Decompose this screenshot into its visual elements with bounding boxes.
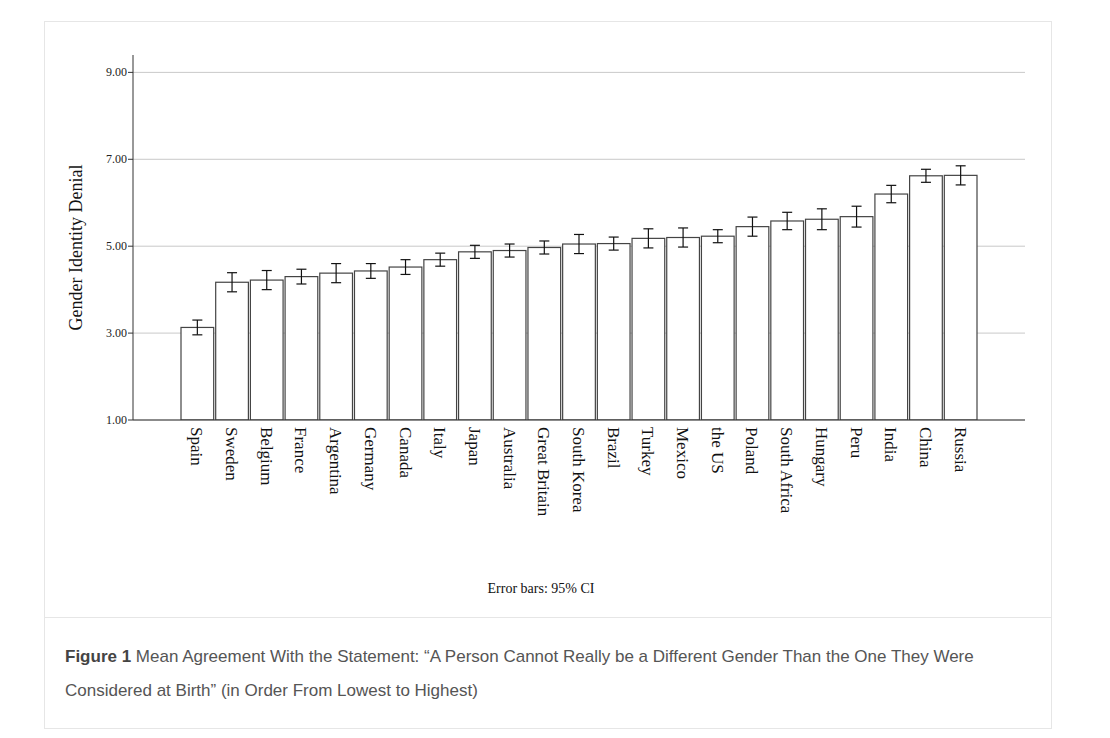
error-bar <box>886 185 896 202</box>
bar <box>250 280 283 420</box>
category-label: Great Britain <box>534 427 553 517</box>
error-bar <box>713 230 723 243</box>
error-bar <box>643 229 653 248</box>
tick-mark <box>128 420 133 421</box>
y-axis <box>133 55 134 420</box>
bar <box>806 219 839 420</box>
bar <box>285 277 318 420</box>
bar <box>840 217 873 420</box>
grid-line <box>133 72 1025 73</box>
category-label: India <box>881 427 900 462</box>
category-label: Japan <box>465 427 484 466</box>
category-label: Argentina <box>326 427 345 495</box>
error-bar <box>470 245 480 258</box>
category-label: the US <box>708 427 727 474</box>
error-bar <box>539 241 549 254</box>
category-label: Australia <box>500 427 519 490</box>
bar <box>910 176 943 420</box>
error-bar <box>366 264 376 279</box>
bar <box>736 227 769 420</box>
grid-line <box>133 159 1025 160</box>
error-bar <box>227 273 237 292</box>
grid-line <box>133 420 1025 421</box>
error-bar <box>817 209 827 230</box>
error-bar <box>296 269 306 284</box>
tick-label: 3.00 <box>106 326 127 340</box>
bars <box>181 166 977 420</box>
category-label: Russia <box>951 427 970 473</box>
tick-label: 1.00 <box>106 413 127 427</box>
bar <box>875 194 908 420</box>
error-bar <box>401 260 411 275</box>
category-label: Hungary <box>812 427 831 487</box>
bar <box>944 175 977 420</box>
category-label: Belgium <box>257 427 276 486</box>
error-bar <box>435 253 445 266</box>
tick-label: 9.00 <box>106 65 127 79</box>
bar <box>354 271 387 420</box>
error-bar <box>505 244 515 257</box>
category-label: Canada <box>396 427 415 478</box>
y-axis-label: Gender Identity Denial <box>66 165 86 331</box>
x-axis <box>133 420 1025 421</box>
category-label: Peru <box>847 427 866 459</box>
bar <box>632 238 665 420</box>
bar <box>216 282 249 420</box>
category-label: South Korea <box>569 427 588 513</box>
bar <box>493 251 526 420</box>
category-label: Sweden <box>222 427 241 481</box>
error-bar <box>192 320 202 335</box>
error-bar <box>921 169 931 182</box>
category-label: Poland <box>742 427 761 475</box>
tick-mark <box>128 333 133 334</box>
error-bar <box>852 206 862 227</box>
category-label: Germany <box>361 427 380 491</box>
bar <box>389 267 422 420</box>
bar <box>528 247 561 420</box>
title: Mean Agreement With the Statement: “A Pe… <box>65 647 974 700</box>
chart: 1.00 3.00 5.00 7.00 9.00 Spain Sweden Belgium Fr… <box>0 0 1110 610</box>
bar <box>424 260 457 420</box>
error-bar <box>678 228 688 247</box>
bar <box>667 238 700 421</box>
error-bar <box>747 217 757 236</box>
bar <box>771 221 804 420</box>
caption: Figure 1 Mean Agreement With the Stateme… <box>65 640 1045 708</box>
bar <box>459 252 492 420</box>
error-bar <box>609 237 619 250</box>
tick-label: 7.00 <box>106 152 127 166</box>
error-bar <box>262 271 272 290</box>
annotation: Error bars: 95% CI <box>488 581 595 596</box>
category-label: Mexico <box>673 427 692 479</box>
divider <box>44 617 1052 618</box>
category-label: South Africa <box>777 427 796 514</box>
tick-mark <box>128 72 133 73</box>
bar <box>563 244 596 420</box>
category-label: Spain <box>187 427 206 466</box>
error-bar <box>574 234 584 253</box>
tick-mark <box>128 246 133 247</box>
error-bar <box>782 212 792 229</box>
tick-label: 5.00 <box>106 239 127 253</box>
category-label: Brazil <box>604 427 623 469</box>
category-label: Turkey <box>638 427 657 476</box>
bar <box>701 236 734 420</box>
bar <box>320 273 353 420</box>
bar <box>597 244 630 420</box>
category-label: Italy <box>430 427 449 459</box>
tick-mark <box>128 159 133 160</box>
error-bar <box>956 166 966 185</box>
bar <box>181 327 214 420</box>
category-label: France <box>291 427 310 473</box>
figure-label: Figure 1 <box>65 647 131 666</box>
category-label: China <box>916 427 935 468</box>
error-bar <box>331 264 341 283</box>
